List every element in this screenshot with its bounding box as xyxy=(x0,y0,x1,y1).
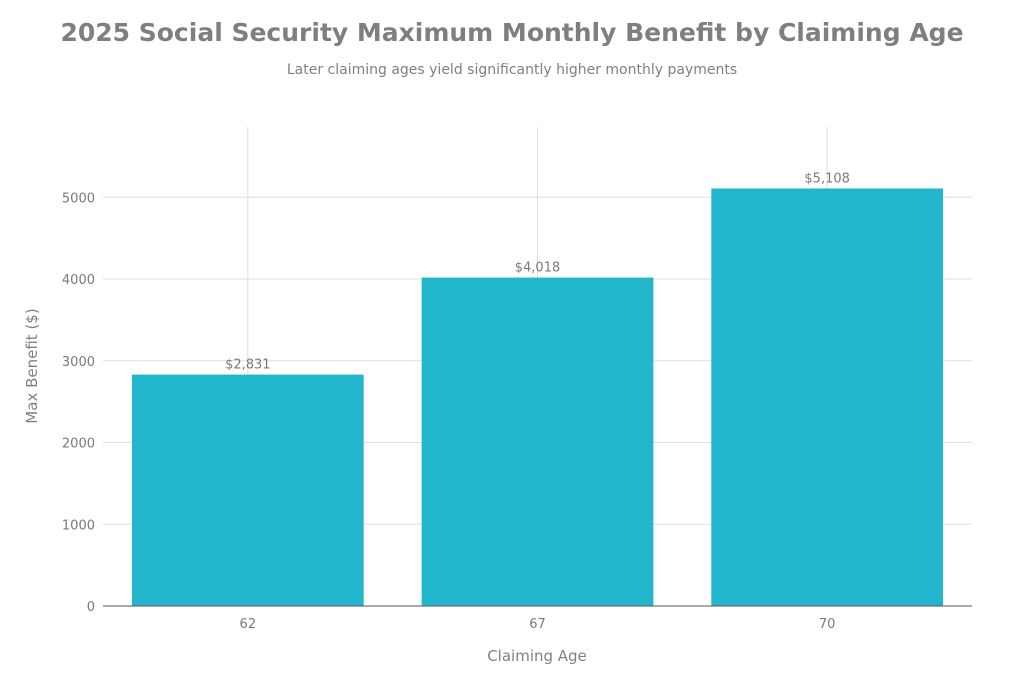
bar-70 xyxy=(711,188,944,607)
bar-62 xyxy=(131,374,364,606)
x-tick-label: 62 xyxy=(240,617,257,632)
data-label: $5,108 xyxy=(804,171,850,186)
y-tick-label: 5000 xyxy=(62,191,95,206)
y-tick-label: 1000 xyxy=(62,518,95,533)
chart-subtitle: Later claiming ages yield significantly … xyxy=(286,62,738,78)
data-label: $4,018 xyxy=(515,261,561,276)
x-tick-label: 70 xyxy=(819,617,836,632)
chart-title: 2025 Social Security Maximum Monthly Ben… xyxy=(60,18,964,47)
data-label: $2,831 xyxy=(225,358,271,373)
bar-67 xyxy=(421,277,654,606)
y-tick-label: 2000 xyxy=(62,437,95,452)
y-axis-label: Max Benefit ($) xyxy=(23,308,41,423)
y-tick-label: 4000 xyxy=(62,273,95,288)
x-axis-label: Claiming Age xyxy=(487,647,587,665)
x-tick-label: 67 xyxy=(529,617,546,632)
y-tick-label: 0 xyxy=(87,600,95,615)
y-tick-label: 3000 xyxy=(62,355,95,370)
